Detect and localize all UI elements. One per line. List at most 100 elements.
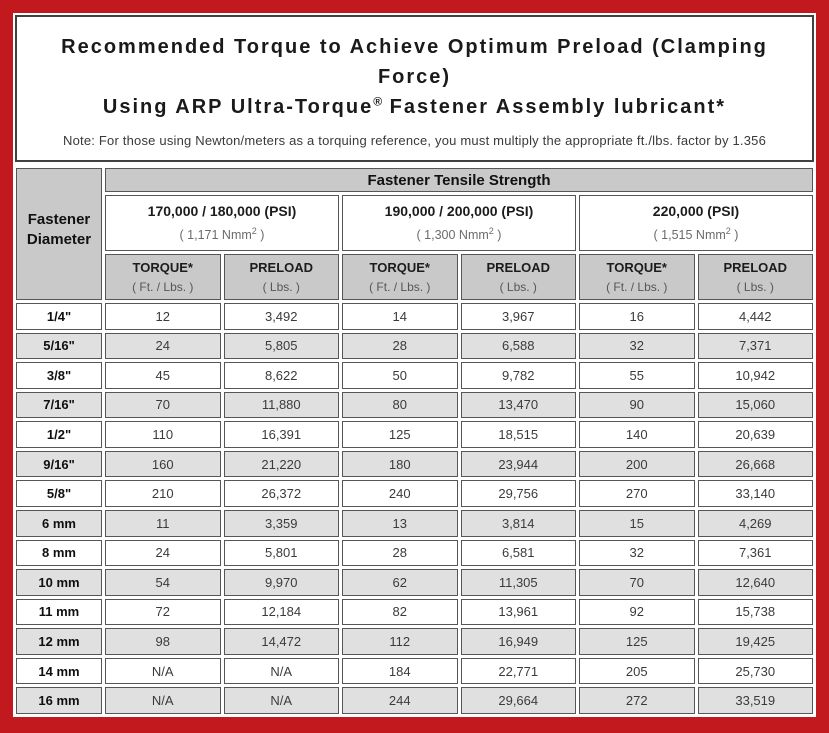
value-cell: 50 bbox=[342, 362, 458, 389]
value-cell: 24 bbox=[105, 539, 221, 567]
fastener-diameter-header-line1: Fastener bbox=[27, 210, 91, 228]
value-cell: 15,060 bbox=[697, 391, 813, 419]
value-cell: 16,949 bbox=[460, 628, 576, 655]
torque-column-header: TORQUE* ( Ft. / Lbs. ) bbox=[105, 254, 221, 300]
value-cell: 11,880 bbox=[223, 391, 339, 419]
diameter-cell: 6 mm bbox=[16, 509, 102, 537]
value-cell: 3,359 bbox=[223, 509, 339, 537]
value-cell: N/A bbox=[105, 657, 221, 685]
value-cell: 4,442 bbox=[697, 303, 813, 330]
value-cell: 24 bbox=[105, 332, 221, 360]
value-cell: 16,391 bbox=[223, 421, 339, 448]
nmm-label: ( 1,515 Nmm2 ) bbox=[653, 226, 739, 243]
header-row-psi: 170,000 / 180,000 (PSI) ( 1,171 Nmm2 ) 1… bbox=[16, 195, 813, 251]
value-cell: 70 bbox=[105, 391, 221, 419]
table-row: 8 mm 24 5,801 28 6,581 32 7,361 bbox=[16, 539, 813, 567]
newton-meters-note: Note: For those using Newton/meters as a… bbox=[62, 133, 767, 148]
value-cell: 7,371 bbox=[697, 332, 813, 360]
table-row: 11 mm 72 12,184 82 13,961 92 15,738 bbox=[16, 598, 813, 626]
value-cell: 12,640 bbox=[697, 569, 813, 596]
value-cell: 205 bbox=[579, 657, 695, 685]
diameter-cell: 8 mm bbox=[16, 539, 102, 567]
diameter-cell: 11 mm bbox=[16, 598, 102, 626]
diameter-cell: 14 mm bbox=[16, 657, 102, 685]
diameter-cell: 5/16" bbox=[16, 332, 102, 360]
value-cell: 90 bbox=[579, 391, 695, 419]
value-cell: 23,944 bbox=[460, 450, 576, 478]
value-cell: 3,814 bbox=[460, 509, 576, 537]
value-cell: 72 bbox=[105, 598, 221, 626]
diameter-cell: 7/16" bbox=[16, 391, 102, 419]
diameter-cell: 5/8" bbox=[16, 480, 102, 507]
header-row-tensile: Fastener Diameter Fastener Tensile Stren… bbox=[16, 168, 813, 300]
value-cell: 9,970 bbox=[223, 569, 339, 596]
value-cell: 19,425 bbox=[697, 628, 813, 655]
diameter-cell: 1/4" bbox=[16, 303, 102, 330]
fastener-diameter-header: Fastener Diameter bbox=[16, 168, 102, 300]
table-row: 10 mm 54 9,970 62 11,305 70 12,640 bbox=[16, 569, 813, 596]
value-cell: 4,269 bbox=[697, 509, 813, 537]
value-cell: 54 bbox=[105, 569, 221, 596]
table-row: 1/4" 12 3,492 14 3,967 16 4,442 bbox=[16, 303, 813, 330]
value-cell: 11 bbox=[105, 509, 221, 537]
value-cell: 28 bbox=[342, 332, 458, 360]
value-cell: 125 bbox=[579, 628, 695, 655]
value-cell: 13,470 bbox=[460, 391, 576, 419]
psi-group-190-200: 190,000 / 200,000 (PSI) ( 1,300 Nmm2 ) bbox=[342, 195, 576, 251]
nmm-label: ( 1,300 Nmm2 ) bbox=[416, 226, 502, 243]
value-cell: N/A bbox=[223, 687, 339, 714]
value-cell: 16 bbox=[579, 303, 695, 330]
diameter-cell: 1/2" bbox=[16, 421, 102, 448]
value-cell: 8,622 bbox=[223, 362, 339, 389]
value-cell: 11,305 bbox=[460, 569, 576, 596]
value-cell: 110 bbox=[105, 421, 221, 448]
value-cell: 26,668 bbox=[697, 450, 813, 478]
title-line-2-text: Using ARP Ultra-Torque bbox=[102, 96, 374, 118]
diameter-cell: 10 mm bbox=[16, 569, 102, 596]
value-cell: 13 bbox=[342, 509, 458, 537]
torque-spec-table: Fastener Diameter Fastener Tensile Stren… bbox=[13, 165, 816, 717]
title-line-2-suffix: Fastener Assembly lubricant* bbox=[382, 96, 727, 118]
value-cell: 82 bbox=[342, 598, 458, 626]
tensile-strength-header: Fastener Tensile Strength bbox=[105, 168, 813, 192]
value-cell: 5,805 bbox=[223, 332, 339, 360]
value-cell: 98 bbox=[105, 628, 221, 655]
registered-trademark-symbol: ® bbox=[373, 94, 383, 109]
value-cell: 21,220 bbox=[223, 450, 339, 478]
value-cell: 6,588 bbox=[460, 332, 576, 360]
value-cell: 33,140 bbox=[697, 480, 813, 507]
value-cell: 200 bbox=[579, 450, 695, 478]
value-cell: 29,664 bbox=[460, 687, 576, 714]
value-cell: 9,782 bbox=[460, 362, 576, 389]
page-title-line-2: Using ARP Ultra-Torque® Fastener Assembl… bbox=[25, 92, 804, 122]
value-cell: 70 bbox=[579, 569, 695, 596]
psi-label: 190,000 / 200,000 (PSI) bbox=[384, 203, 534, 220]
value-cell: 45 bbox=[105, 362, 221, 389]
torque-column-header: TORQUE* ( Ft. / Lbs. ) bbox=[579, 254, 695, 300]
diameter-cell: 12 mm bbox=[16, 628, 102, 655]
value-cell: 3,967 bbox=[460, 303, 576, 330]
diameter-cell: 9/16" bbox=[16, 450, 102, 478]
table-row: 14 mm N/A N/A 184 22,771 205 25,730 bbox=[16, 657, 813, 685]
table-row: 3/8" 45 8,622 50 9,782 55 10,942 bbox=[16, 362, 813, 389]
diameter-cell: 16 mm bbox=[16, 687, 102, 714]
value-cell: 14 bbox=[342, 303, 458, 330]
value-cell: 244 bbox=[342, 687, 458, 714]
table-row: 1/2" 110 16,391 125 18,515 140 20,639 bbox=[16, 421, 813, 448]
value-cell: 14,472 bbox=[223, 628, 339, 655]
table-row: 12 mm 98 14,472 112 16,949 125 19,425 bbox=[16, 628, 813, 655]
value-cell: N/A bbox=[105, 687, 221, 714]
table-row: 7/16" 70 11,880 80 13,470 90 15,060 bbox=[16, 391, 813, 419]
value-cell: 6,581 bbox=[460, 539, 576, 567]
preload-column-header: PRELOAD ( Lbs. ) bbox=[460, 254, 576, 300]
value-cell: 270 bbox=[579, 480, 695, 507]
value-cell: 13,961 bbox=[460, 598, 576, 626]
value-cell: 12,184 bbox=[223, 598, 339, 626]
table-row: 9/16" 160 21,220 180 23,944 200 26,668 bbox=[16, 450, 813, 478]
title-box: Recommended Torque to Achieve Optimum Pr… bbox=[15, 15, 814, 162]
value-cell: 22,771 bbox=[460, 657, 576, 685]
value-cell: 125 bbox=[342, 421, 458, 448]
value-cell: 10,942 bbox=[697, 362, 813, 389]
value-cell: 15 bbox=[579, 509, 695, 537]
value-cell: 55 bbox=[579, 362, 695, 389]
